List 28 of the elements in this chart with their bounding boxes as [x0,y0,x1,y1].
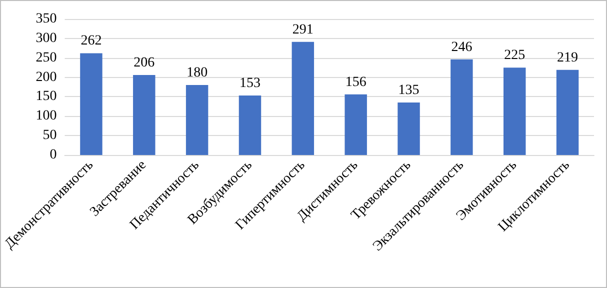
data-label: 225 [504,48,526,64]
data-label: 262 [80,34,102,49]
y-tick-label: 150 [36,89,57,104]
data-label: 246 [451,40,472,55]
y-tick-label: 250 [36,50,57,66]
bar [450,59,473,155]
bar [398,102,420,155]
data-label: 206 [134,55,155,70]
bar [133,74,156,155]
bar [344,94,367,155]
bar [504,68,526,155]
y-tick-label: 100 [36,108,57,124]
bar [238,96,262,155]
bar [292,42,314,155]
data-label: 180 [186,66,208,81]
bar [80,53,102,155]
data-label: 156 [345,74,366,90]
data-label: 219 [557,50,578,66]
y-tick-label: 0 [50,148,57,162]
y-tick-label: 300 [36,30,57,46]
bar [556,70,579,155]
y-tick-label: 50 [42,128,57,144]
data-label: 135 [398,83,420,98]
bar [186,85,208,155]
y-tick-label: 350 [36,12,57,26]
y-tick-label: 200 [36,70,57,85]
data-label: 153 [239,76,260,92]
data-label: 291 [292,22,314,38]
